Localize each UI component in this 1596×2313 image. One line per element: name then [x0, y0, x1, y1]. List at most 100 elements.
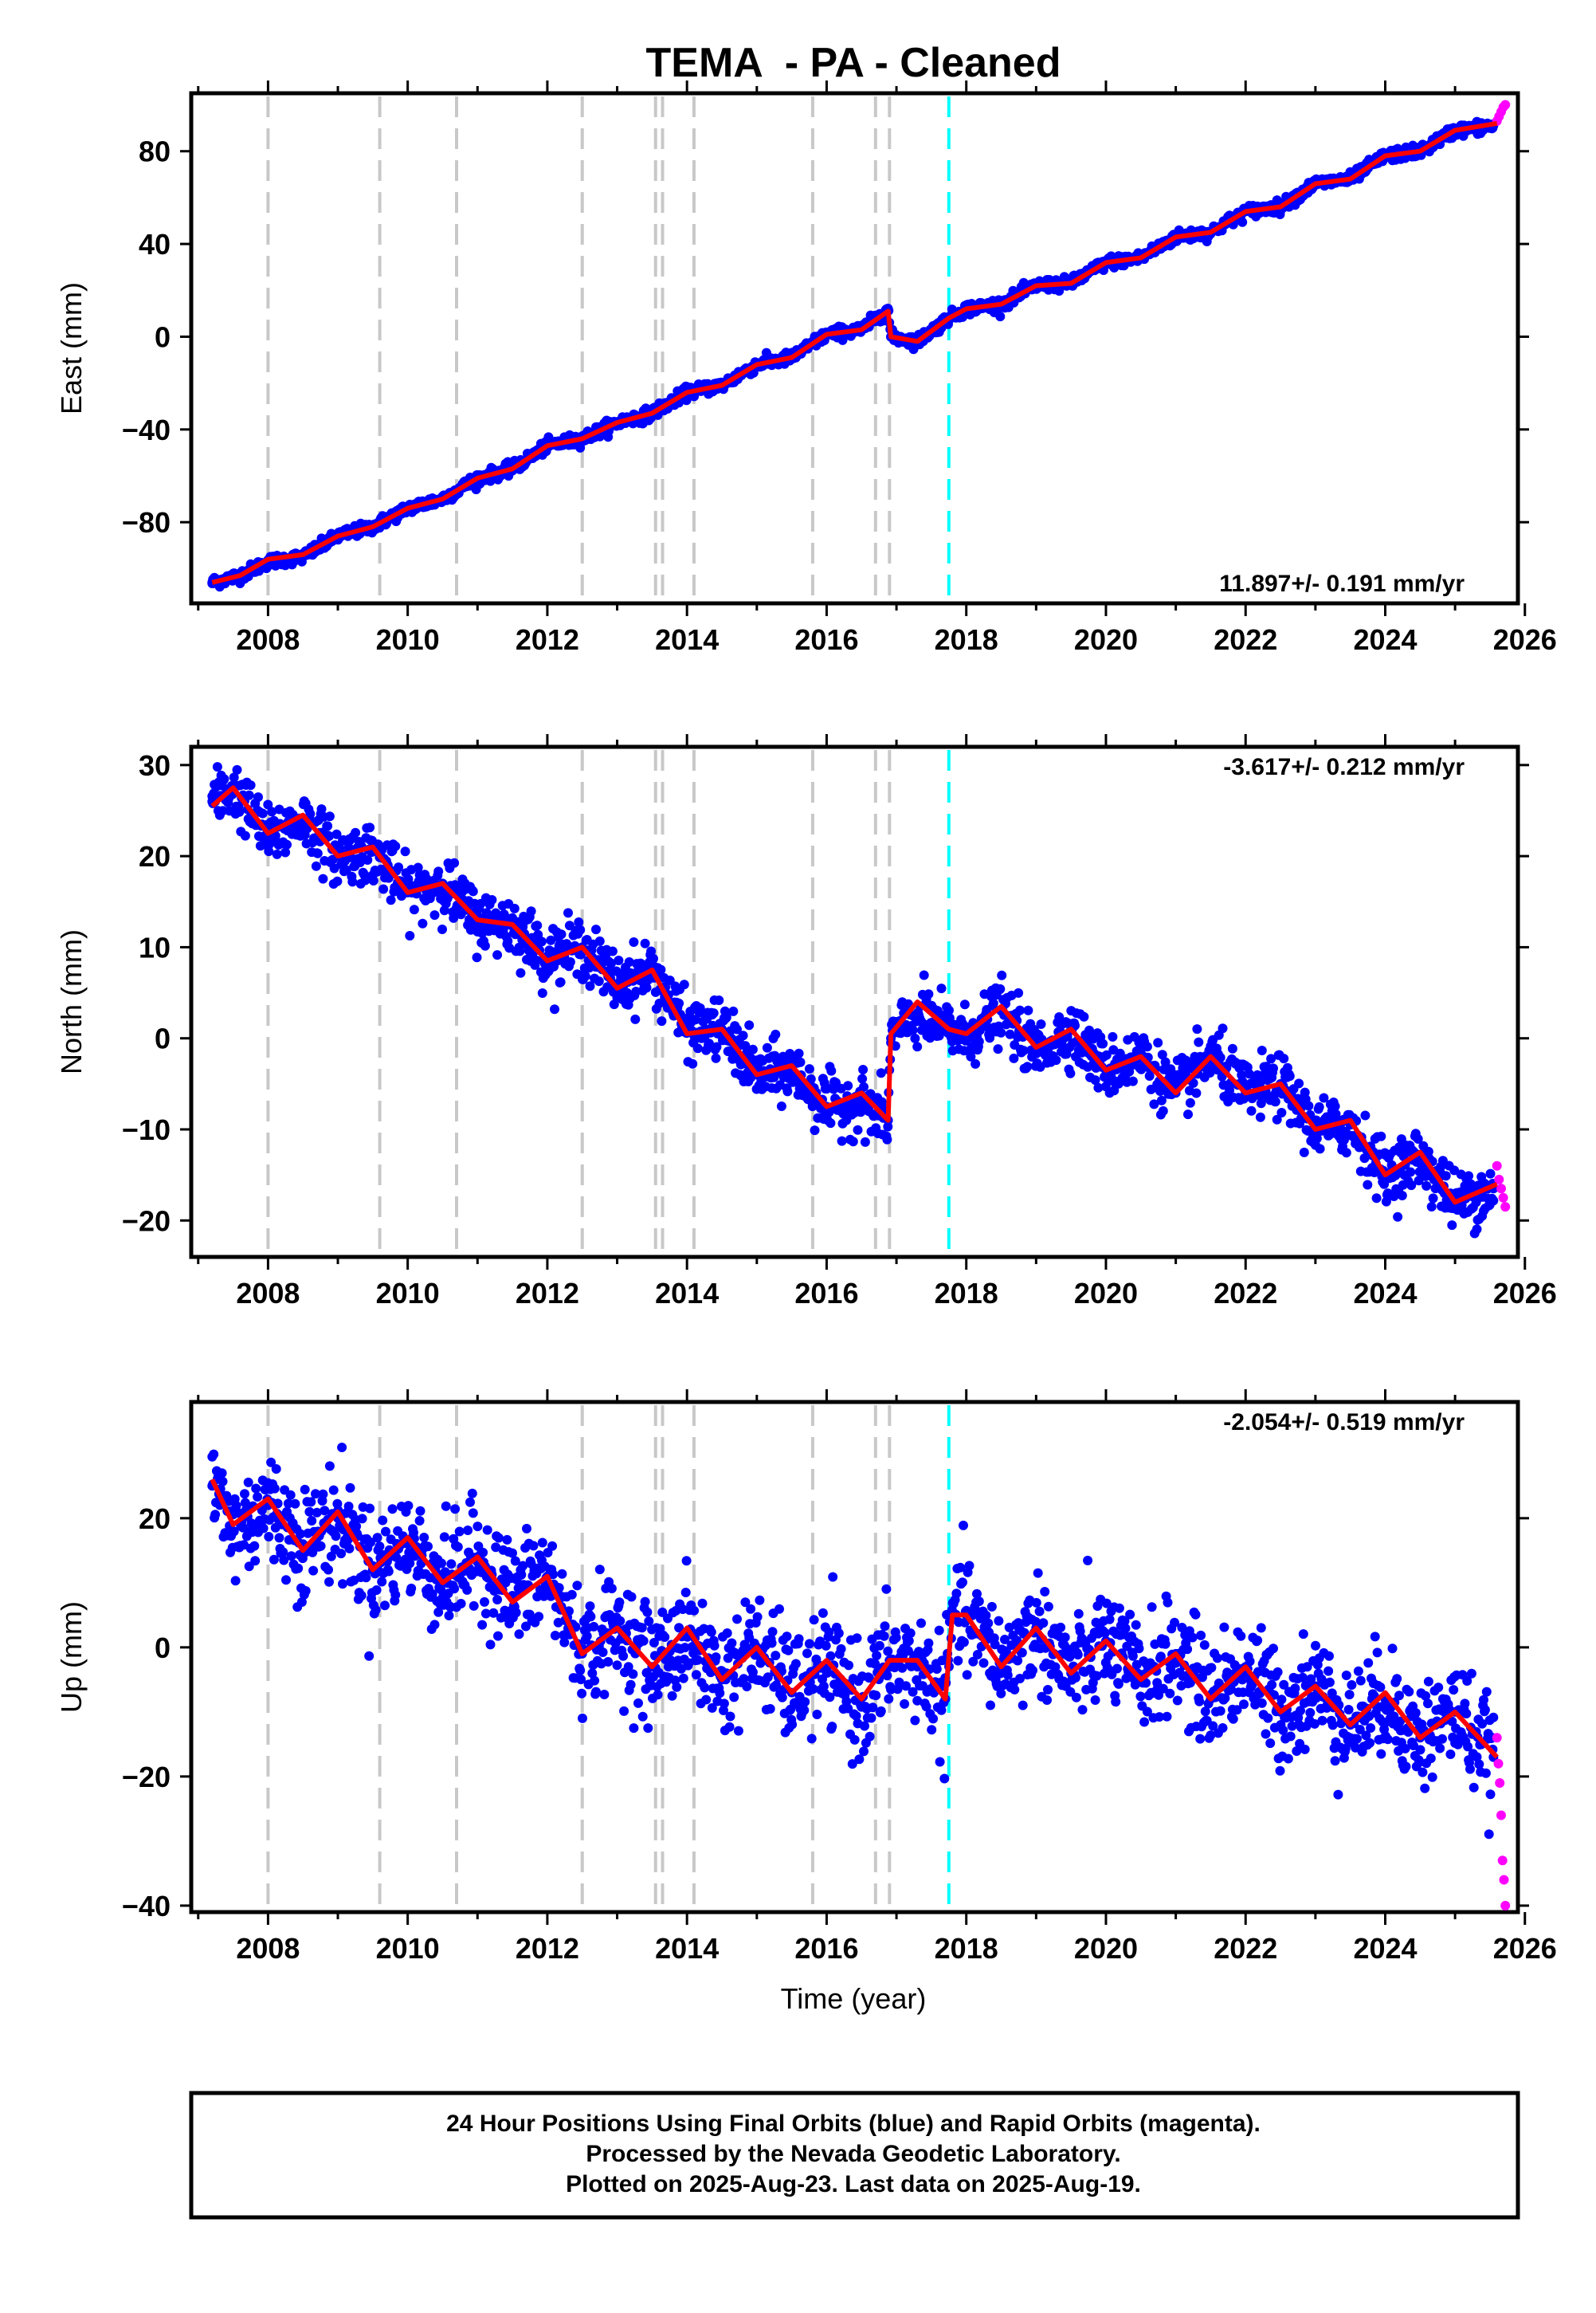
- up-final-orbit-point: [701, 1694, 712, 1705]
- east-series-layer: [207, 96, 1511, 600]
- north-y-tick-label: 20: [139, 840, 171, 873]
- up-final-orbit-point: [603, 1657, 614, 1667]
- north-rapid-orbit-point: [1496, 1184, 1506, 1194]
- up-final-orbit-point: [959, 1520, 968, 1530]
- north-final-orbit-point: [468, 886, 478, 897]
- up-final-orbit-point: [719, 1698, 729, 1709]
- up-final-orbit-point: [910, 1715, 920, 1726]
- north-final-orbit-point: [472, 952, 482, 963]
- up-final-orbit-point: [852, 1633, 862, 1643]
- north-final-orbit-point: [400, 846, 410, 857]
- north-final-orbit-point: [245, 780, 256, 791]
- up-final-orbit-point: [1031, 1597, 1041, 1608]
- north-final-orbit-point: [1406, 1167, 1416, 1177]
- up-final-orbit-point: [559, 1637, 570, 1647]
- up-final-orbit-point: [577, 1688, 587, 1698]
- north-final-orbit-point: [526, 906, 536, 917]
- up-final-orbit-point: [465, 1497, 475, 1507]
- up-final-orbit-point: [324, 1461, 335, 1471]
- east-rapid-orbit-point: [1500, 100, 1511, 110]
- north-final-orbit-point: [1270, 1097, 1280, 1107]
- up-final-orbit-point: [253, 1492, 263, 1502]
- north-final-orbit-point: [1098, 1039, 1108, 1049]
- north-final-orbit-point: [556, 929, 567, 940]
- up-final-orbit-point: [880, 1621, 890, 1632]
- up-final-orbit-point: [439, 1532, 449, 1542]
- up-final-orbit-point: [324, 1577, 334, 1587]
- north-final-orbit-point: [536, 937, 547, 947]
- up-final-orbit-point: [1042, 1695, 1052, 1705]
- up-final-orbit-point: [833, 1628, 844, 1639]
- up-final-orbit-point: [316, 1541, 326, 1551]
- up-final-orbit-point: [876, 1706, 886, 1716]
- east-rate-label: 11.897+/- 0.191 mm/yr: [1219, 571, 1465, 597]
- up-final-orbit-point: [578, 1713, 587, 1723]
- up-final-orbit-point: [1043, 1685, 1053, 1694]
- up-final-orbit-point: [462, 1585, 473, 1595]
- up-final-orbit-point: [827, 1722, 837, 1732]
- up-final-orbit-point: [951, 1588, 962, 1599]
- up-final-orbit-point: [746, 1604, 756, 1614]
- up-final-orbit-point: [516, 1569, 527, 1580]
- north-final-orbit-point: [1257, 1046, 1267, 1055]
- north-final-orbit-point: [810, 1125, 820, 1136]
- east-y-tick-label: −80: [122, 506, 171, 539]
- north-final-orbit-point: [1376, 1131, 1386, 1141]
- up-final-orbit-point: [371, 1585, 382, 1595]
- north-final-orbit-point: [405, 931, 415, 941]
- up-final-orbit-point: [454, 1526, 465, 1537]
- up-final-orbit-point: [633, 1698, 643, 1708]
- up-final-orbit-point: [269, 1483, 280, 1494]
- up-final-orbit-point: [274, 1533, 284, 1543]
- up-final-orbit-point: [782, 1632, 792, 1642]
- up-final-orbit-point: [380, 1600, 390, 1611]
- north-final-orbit-point: [649, 953, 658, 964]
- up-final-orbit-point: [406, 1583, 417, 1593]
- north-x-tick-label: 2020: [1074, 1277, 1138, 1310]
- up-final-orbit-point: [790, 1659, 801, 1669]
- north-final-orbit-point: [437, 925, 447, 934]
- north-rapid-orbit-point: [1498, 1192, 1508, 1203]
- north-final-orbit-point: [843, 1081, 853, 1091]
- north-final-orbit-point: [908, 1025, 918, 1035]
- up-final-orbit-point: [1160, 1639, 1171, 1649]
- up-final-orbit-point: [390, 1590, 401, 1600]
- up-final-orbit-point: [628, 1669, 638, 1679]
- north-final-orbit-point: [1127, 1076, 1138, 1086]
- north-final-orbit-point: [1255, 1112, 1265, 1122]
- up-final-orbit-point: [338, 1579, 347, 1589]
- up-final-orbit-point: [1113, 1679, 1123, 1689]
- up-final-orbit-point: [787, 1719, 798, 1730]
- up-final-orbit-point: [849, 1734, 860, 1745]
- up-final-orbit-point: [337, 1443, 347, 1452]
- north-final-orbit-point: [1192, 1024, 1202, 1035]
- north-final-orbit-point: [711, 1053, 721, 1063]
- north-x-tick-label: 2026: [1493, 1277, 1557, 1310]
- north-final-orbit-point: [580, 971, 590, 981]
- north-final-orbit-point: [347, 877, 358, 887]
- up-final-orbit-point: [1114, 1603, 1124, 1613]
- east-final-orbit-point: [1237, 217, 1248, 227]
- up-final-orbit-point: [344, 1543, 355, 1553]
- north-final-orbit-point: [859, 1082, 869, 1092]
- up-final-orbit-point: [511, 1608, 521, 1618]
- up-final-orbit-point: [1056, 1622, 1066, 1632]
- up-final-orbit-point: [480, 1596, 489, 1607]
- north-x-tick-label: 2022: [1214, 1277, 1277, 1310]
- up-final-orbit-point: [1077, 1705, 1088, 1715]
- up-final-orbit-point: [383, 1566, 394, 1577]
- north-final-orbit-point: [995, 984, 1006, 994]
- up-final-orbit-point: [403, 1501, 414, 1511]
- north-rapid-orbit-point: [1492, 1160, 1502, 1171]
- north-final-orbit-point: [771, 1029, 781, 1039]
- up-final-orbit-point: [537, 1537, 547, 1548]
- up-final-orbit-point: [804, 1639, 814, 1649]
- east-x-tick-label: 2014: [655, 623, 719, 656]
- north-plot-area: [189, 744, 1520, 1259]
- north-x-tick-label: 2016: [794, 1277, 858, 1310]
- up-final-orbit-point: [534, 1612, 544, 1622]
- north-final-orbit-point: [857, 1074, 868, 1084]
- east-final-orbit-point: [689, 391, 700, 402]
- up-final-orbit-point: [802, 1648, 812, 1659]
- up-final-orbit-point: [365, 1503, 375, 1514]
